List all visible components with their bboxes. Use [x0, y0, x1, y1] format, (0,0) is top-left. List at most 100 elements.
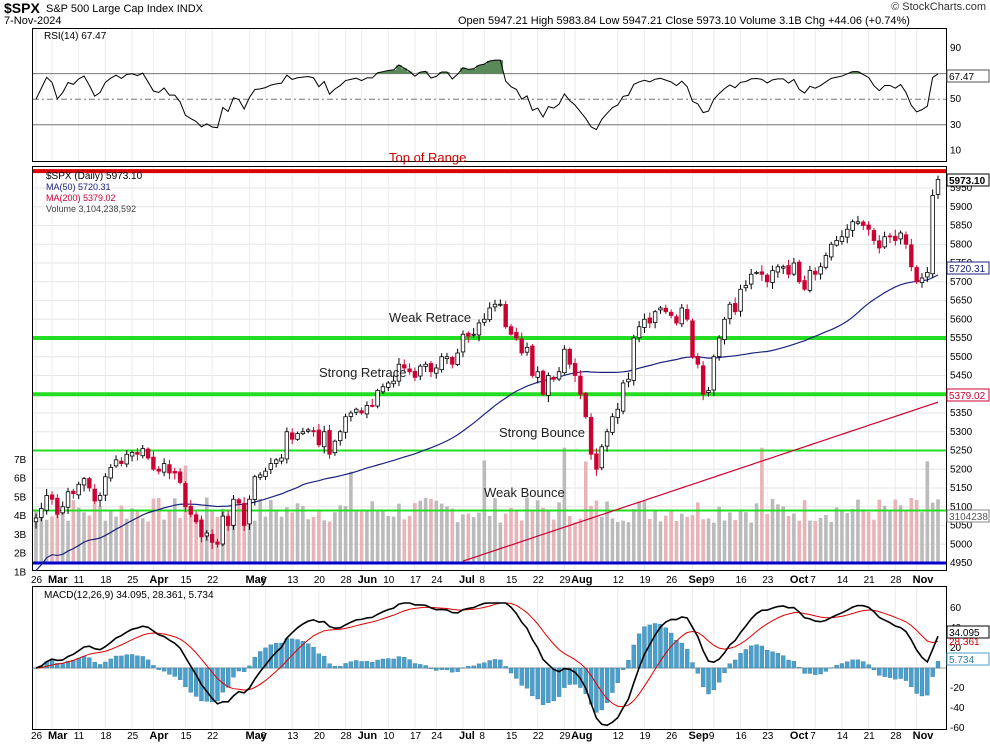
macd-hist-bar — [807, 667, 813, 674]
volume-bar — [498, 522, 503, 563]
macd-hist-bar — [412, 663, 418, 669]
volume-bar — [375, 511, 380, 563]
candle-body — [716, 337, 722, 358]
level-lines — [33, 169, 946, 565]
volume-bar — [722, 520, 727, 563]
ma50-legend: MA(50) 5720.31 — [46, 182, 111, 192]
macd-hist-bar — [711, 667, 716, 691]
x-tick-label-bottom: 9 — [709, 731, 715, 742]
macd-hist-bar — [540, 667, 546, 705]
candle-body — [44, 495, 49, 511]
volume-bar — [285, 507, 289, 563]
candle-body — [535, 371, 540, 378]
macd-hist-bar — [514, 667, 519, 679]
candle-body — [594, 453, 599, 470]
candle-body — [871, 230, 877, 241]
macd-hist-bar — [925, 667, 930, 696]
volume-bar — [898, 505, 903, 563]
volume-bar — [381, 511, 385, 563]
macd-hist-bar — [626, 659, 631, 669]
volume-bar — [647, 519, 652, 563]
volume-bar — [471, 517, 476, 563]
candle-body — [49, 494, 55, 500]
candle-body — [375, 390, 380, 407]
macd-hist-bar — [701, 667, 706, 688]
x-tick-label: Mar — [48, 574, 68, 586]
volume-bar — [818, 517, 823, 563]
macd-hist-bar — [354, 660, 359, 669]
volume-bar — [882, 505, 887, 563]
candle-body — [807, 270, 813, 291]
candle-body — [338, 431, 343, 442]
macd-hist-bar — [311, 646, 316, 669]
x-tick-label-bottom: Jun — [358, 730, 378, 742]
candle-body — [668, 311, 674, 316]
x-tick-label-bottom: 18 — [100, 731, 112, 742]
macd-hist-bar — [663, 627, 668, 669]
candle-body — [193, 514, 199, 523]
volume-bars — [34, 447, 940, 563]
macd-hist-bar — [615, 667, 620, 683]
price-tick-label: 5500 — [950, 352, 973, 363]
candle-body — [450, 357, 455, 365]
x-tick-label: Oct — [790, 574, 809, 586]
x-tick-label: 9 — [709, 575, 715, 586]
macd-hist-bar — [140, 656, 145, 669]
candle-body — [748, 273, 754, 285]
volume-bar — [114, 516, 118, 563]
volume-bar — [717, 506, 721, 563]
macd-legend: MACD(12,26,9) 34.095, 28.361, 5.734 — [44, 590, 214, 601]
volume-tick-label: 7B — [14, 455, 27, 466]
macd-hist-bar — [167, 667, 172, 675]
x-tick-label: Jun — [358, 574, 378, 586]
macd-hist-bar — [749, 645, 754, 669]
x-tick-label: 29 — [559, 575, 571, 586]
price-tick-label: 5350 — [950, 408, 973, 419]
macd-hist-bar — [893, 667, 898, 680]
volume-bar — [226, 514, 230, 563]
macd-series — [33, 602, 946, 727]
chart-date: 7-Nov-2024 — [4, 15, 62, 27]
candle-body — [322, 431, 327, 448]
volume-bar — [258, 499, 262, 563]
volume-bar — [567, 515, 572, 563]
candle-body — [167, 464, 172, 474]
macd-hist-bar — [775, 653, 781, 669]
macd-hist-bar — [791, 661, 797, 669]
x-tick-label-bottom: 8 — [479, 731, 485, 742]
x-tick-label-bottom: Sep — [688, 730, 708, 742]
macd-hist-bar — [674, 640, 679, 669]
volume-bar — [594, 500, 599, 563]
candle-body — [839, 236, 845, 242]
rsi-panel-frame — [32, 28, 947, 162]
candle-body — [476, 322, 482, 336]
volume-bar — [754, 503, 759, 563]
candle-body — [354, 408, 359, 413]
price-tick-label: 5900 — [950, 202, 973, 213]
volume-bar — [477, 512, 481, 563]
volume-bar — [338, 505, 343, 563]
rsi-tick-label: 50 — [950, 94, 962, 105]
macd-hist-bar — [482, 662, 487, 669]
volume-bar — [156, 497, 161, 563]
volume-bar — [188, 505, 193, 563]
volume-bar — [44, 519, 49, 563]
candle-body — [359, 410, 364, 414]
volume-bar — [487, 515, 492, 563]
candle-body — [177, 471, 183, 483]
x-tick-label-bottom: Aug — [571, 730, 592, 742]
volume-bar — [685, 516, 689, 563]
macd-hist-bar — [919, 667, 925, 697]
volume-bar — [786, 515, 791, 563]
price-tick-label: 5550 — [950, 333, 973, 344]
x-tick-label: 15 — [180, 575, 192, 586]
candle-body — [711, 356, 717, 391]
x-tick-label-bottom: 7 — [810, 731, 816, 742]
candle-body — [284, 431, 290, 460]
x-tick-label: May — [245, 574, 267, 586]
volume-bar — [546, 510, 551, 563]
x-tick-label-bottom: Nov — [913, 730, 935, 742]
x-tick-label-bottom: May — [245, 730, 267, 742]
volume-legend: Volume 3,104,238,592 — [46, 204, 136, 214]
